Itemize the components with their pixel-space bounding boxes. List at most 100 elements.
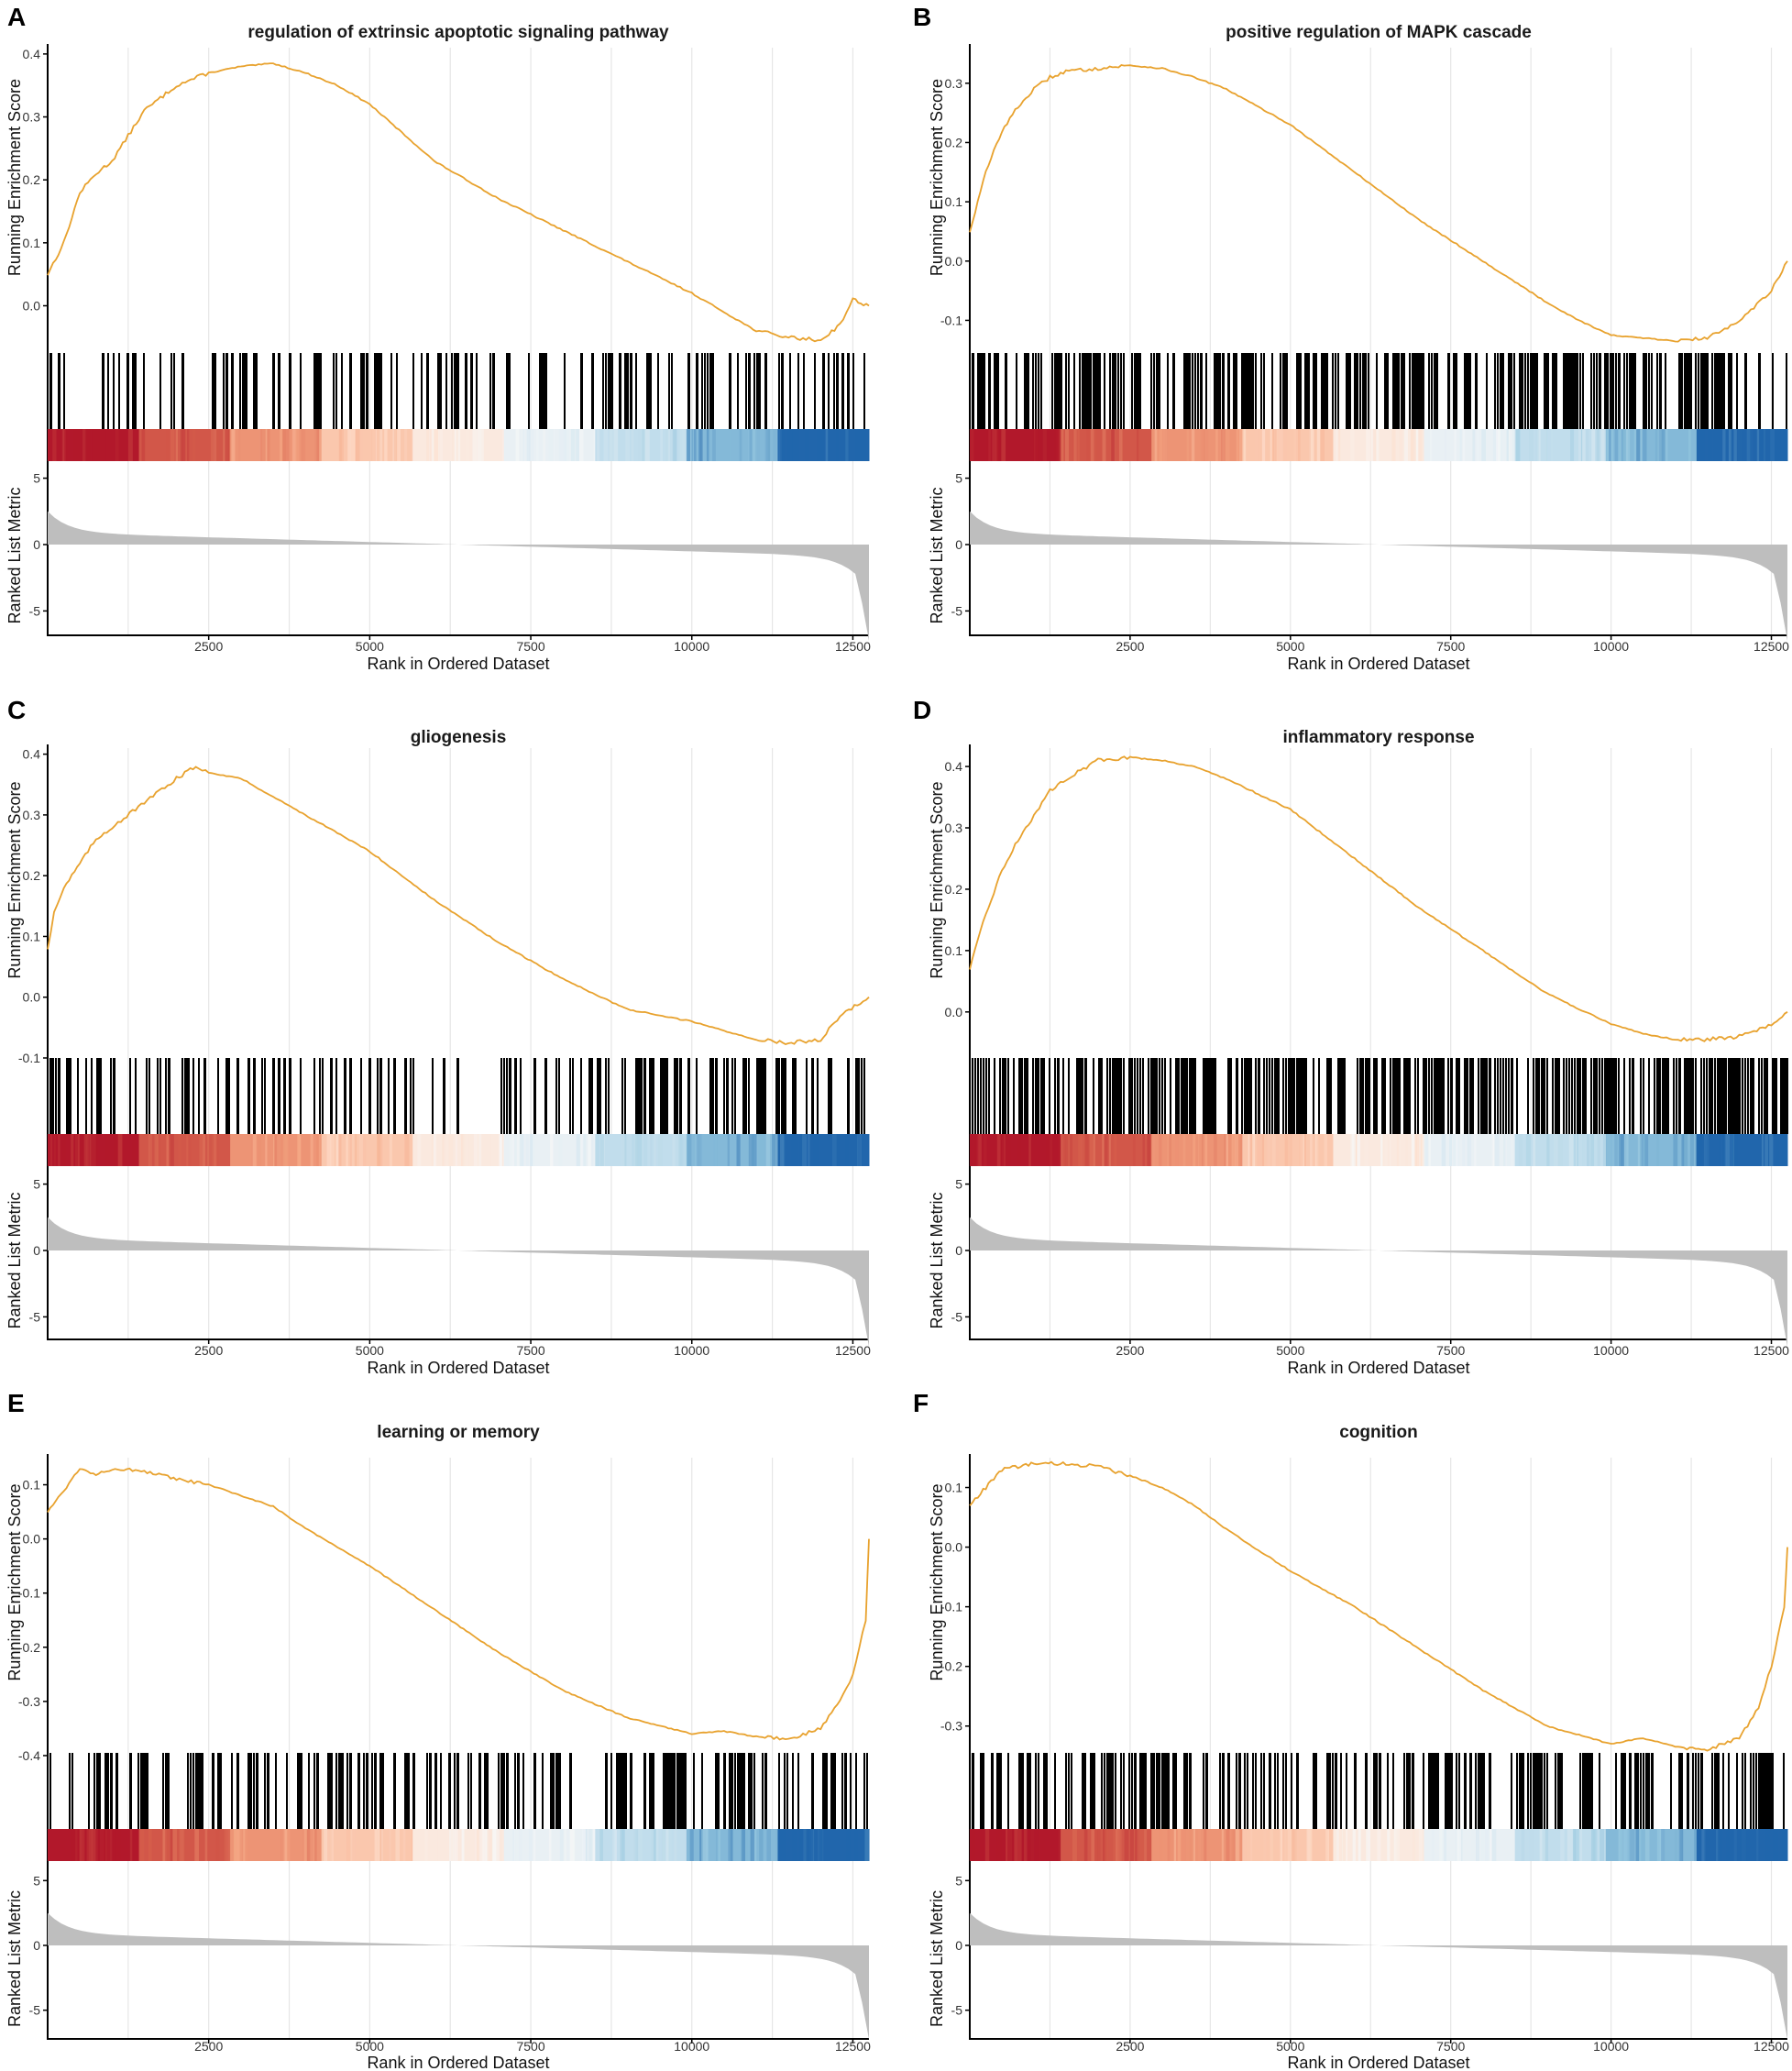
heat-stripe <box>1337 1829 1342 1861</box>
heat-stripe <box>563 429 567 461</box>
hit-bar <box>1021 1753 1024 1829</box>
heat-stripe <box>482 1829 487 1861</box>
hit-bar <box>1667 1058 1669 1134</box>
heat-stripe <box>1689 1134 1694 1166</box>
hit-bar <box>1439 1058 1442 1134</box>
heat-block <box>321 1134 413 1166</box>
hit-bar <box>1557 1753 1560 1829</box>
hit-bar <box>236 1058 239 1134</box>
heat-stripe <box>1600 1829 1605 1861</box>
heat-stripe <box>765 1134 770 1166</box>
hit-bar <box>313 1058 315 1134</box>
heat-stripe <box>115 1829 119 1861</box>
hit-bar <box>440 353 442 429</box>
heat-stripe <box>1038 1829 1041 1861</box>
heat-stripe <box>1546 1134 1550 1166</box>
heat-stripe <box>1139 1829 1145 1861</box>
heat-stripe <box>1186 429 1190 461</box>
hit-bar <box>448 1753 451 1829</box>
hit-bar <box>759 353 761 429</box>
heat-stripe <box>1291 1829 1295 1861</box>
hit-bar <box>1714 353 1717 429</box>
hit-bar <box>410 1058 412 1134</box>
hit-bar <box>217 1753 220 1829</box>
heat-stripe <box>351 1134 355 1166</box>
heat-stripe <box>612 1829 617 1861</box>
hit-bar <box>731 1058 733 1134</box>
hit-bar <box>99 1058 102 1134</box>
hit-bar <box>1200 353 1203 429</box>
hit-bar <box>170 353 172 429</box>
hit-bar <box>1252 353 1254 429</box>
hit-bar <box>1142 1753 1145 1829</box>
heat-stripe <box>62 1134 66 1166</box>
hit-bar <box>1698 353 1699 429</box>
metric-tick-label: 5 <box>33 1873 40 1888</box>
heat-stripe <box>1231 1134 1237 1166</box>
hit-bar <box>1665 353 1666 429</box>
heat-stripe <box>1263 1829 1267 1861</box>
hit-bar <box>619 353 621 429</box>
hit-bar <box>1533 1058 1534 1134</box>
heat-stripe <box>1267 1134 1271 1166</box>
hit-bar <box>1703 353 1706 429</box>
heat-stripe <box>1462 1134 1466 1166</box>
heat-stripe <box>1104 1134 1108 1166</box>
heat-block <box>1696 1134 1788 1166</box>
hit-bar <box>1293 1058 1295 1134</box>
heat-stripe <box>1535 429 1539 461</box>
heat-stripe <box>148 1829 152 1861</box>
hit-bar <box>181 1058 183 1134</box>
hit-bar <box>1134 353 1137 429</box>
hit-bar <box>1610 1058 1612 1134</box>
hit-bar <box>357 1753 360 1829</box>
heat-stripe <box>1606 1134 1611 1166</box>
hit-bar <box>239 353 241 429</box>
heat-stripe <box>1499 429 1503 461</box>
heat-stripe <box>206 1134 210 1166</box>
hit-bar <box>668 353 670 429</box>
heat-stripe <box>1539 1829 1543 1861</box>
hit-bar <box>1447 1058 1449 1134</box>
heat-stripe <box>1733 429 1737 461</box>
hit-bar <box>1645 353 1647 429</box>
heat-stripe <box>864 1829 870 1861</box>
hit-bar <box>814 353 816 429</box>
hit-bar <box>487 1753 489 1829</box>
hit-bar <box>1483 1058 1486 1134</box>
hit-bar <box>778 1753 780 1829</box>
es-y-ticks: 0.10.0-0.1-0.2-0.3 <box>940 1481 970 1734</box>
heat-stripe <box>374 1829 378 1861</box>
hit-bar <box>1013 1058 1015 1134</box>
heat-stripe <box>728 1829 731 1861</box>
hit-bar <box>1423 1058 1425 1134</box>
hit-bar <box>1024 1058 1027 1134</box>
hit-bar <box>1057 353 1060 429</box>
hit-bar <box>1780 1058 1783 1134</box>
hit-bar <box>96 1753 99 1829</box>
heat-stripe <box>1366 429 1371 461</box>
heat-stripe <box>389 1829 391 1861</box>
hit-bar <box>432 1058 434 1134</box>
hit-bar <box>1483 1753 1485 1829</box>
heat-stripe <box>532 1829 534 1861</box>
heat-stripe <box>452 429 455 461</box>
heat-stripe <box>350 1829 353 1861</box>
hit-bar <box>1027 353 1029 429</box>
hit-bar <box>1555 1753 1556 1829</box>
heat-stripe <box>1614 1134 1618 1166</box>
heat-stripe <box>1142 1134 1146 1166</box>
hit-bar <box>1700 353 1703 429</box>
heat-stripe <box>1733 1829 1737 1861</box>
hit-bar <box>1090 353 1092 429</box>
hit-bar <box>503 1058 505 1134</box>
heat-stripe <box>1666 429 1668 461</box>
hit-bar <box>1205 1058 1208 1134</box>
heat-stripe <box>1475 1829 1480 1861</box>
heat-stripe <box>338 1134 341 1166</box>
heat-block <box>1333 1134 1425 1166</box>
heat-stripe <box>699 1134 702 1166</box>
hit-bar <box>1236 353 1237 429</box>
heat-stripe <box>377 1134 380 1166</box>
hit-bar <box>676 1058 678 1134</box>
